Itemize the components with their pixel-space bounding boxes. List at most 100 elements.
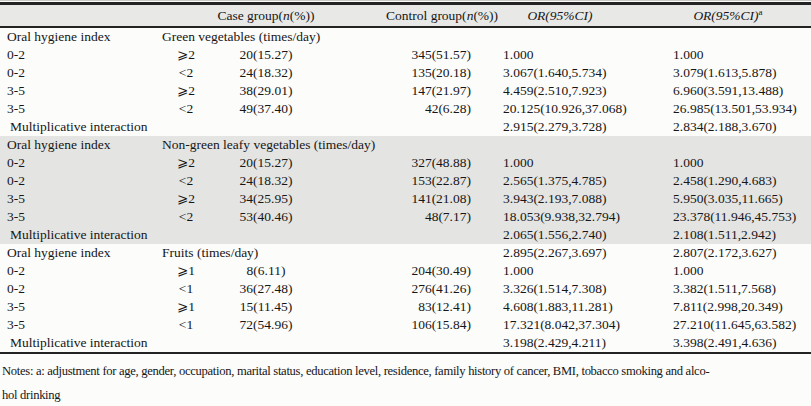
row-label-cell: 3-5 [0, 190, 162, 208]
or-adjusted-cell: 2.807(2.172,3.627) [645, 244, 811, 262]
exposure-level-cell: <2 [162, 172, 210, 190]
or-crude-cell [475, 27, 645, 46]
case-count-cell: 20(15.27) [210, 46, 322, 64]
data-row: 3-5<249(37.40)42(6.28)20.125(10.926,37.0… [0, 100, 811, 118]
data-row: 0-2⩾18(6.11)204(30.49)1.0001.000 [0, 262, 811, 280]
exposure-level-cell: ⩾2 [162, 46, 210, 64]
or-adjusted-cell: 3.079(1.613,5.878) [645, 64, 811, 82]
section-exposure-label: Non-green leafy vegetables (times/day) [162, 136, 475, 154]
or-adjusted-cell: 2.108(1.511,2.942) [645, 226, 811, 244]
control-count-cell: 135(20.18) [322, 64, 475, 82]
control-count-cell: 345(51.57) [322, 46, 475, 64]
data-row: 3-5⩾238(29.01)147(21.97)4.459(2.510,7.92… [0, 82, 811, 100]
case-count-cell: 15(11.45) [210, 298, 322, 316]
data-row: 0-2⩾220(15.27)327(48.88)1.0001.000 [0, 154, 811, 172]
header-row: Case group(n(%))Control group(n(%))OR(95… [0, 4, 811, 28]
or-crude-cell: 4.459(2.510,7.923) [475, 82, 645, 100]
or-crude-cell: 1.000 [475, 46, 645, 64]
or-adjusted-cell: 27.210(11.645,63.582) [645, 316, 811, 334]
section-header-row: Oral hygiene indexNon-green leafy vegeta… [0, 136, 811, 154]
or-adjusted-cell: 1.000 [645, 46, 811, 64]
row-label-cell: 3-5 [0, 298, 162, 316]
case-count-cell: 53(40.46) [210, 208, 322, 226]
row-label-cell: 3-5 [0, 316, 162, 334]
control-count-cell: 153(22.87) [322, 172, 475, 190]
interaction-row: Multiplicative interaction3.198(2.429,4.… [0, 334, 811, 353]
case-count-cell: 24(18.32) [210, 172, 322, 190]
or-crude-cell: 2.565(1.375,4.785) [475, 172, 645, 190]
section-header-row: Oral hygiene indexFruits (times/day)2.89… [0, 244, 811, 262]
section-group-label: Oral hygiene index [0, 244, 162, 262]
control-count-cell: 276(41.26) [322, 280, 475, 298]
or-adjusted-cell: 3.398(2.491,4.636) [645, 334, 811, 353]
control-count-cell: 204(30.49) [322, 262, 475, 280]
or-crude-cell: 3.067(1.640,5.734) [475, 64, 645, 82]
exposure-level-cell: <2 [162, 64, 210, 82]
control-count-cell: 106(15.84) [322, 316, 475, 334]
case-count-cell: 49(37.40) [210, 100, 322, 118]
or-crude-cell: 3.198(2.429,4.211) [475, 334, 645, 353]
row-label-cell: 3-5 [0, 82, 162, 100]
table-header: Case group(n(%))Control group(n(%))OR(95… [0, 4, 811, 28]
row-label-cell: 0-2 [0, 46, 162, 64]
or-crude-cell: 3.326(1.514,7.308) [475, 280, 645, 298]
or-adjusted-cell: 6.960(3.591,13.488) [645, 82, 811, 100]
or-adjusted-cell [645, 27, 811, 46]
case-count-cell: 8(6.11) [210, 262, 322, 280]
header-blank-exposure [162, 4, 210, 28]
or-adjusted-cell: 1.000 [645, 154, 811, 172]
section-header-row: Oral hygiene indexGreen vegetables (time… [0, 27, 811, 46]
or-crude-cell: 2.915(2.279,3.728) [475, 118, 645, 136]
exposure-level-cell: <1 [162, 316, 210, 334]
data-row: 0-2<136(27.48)276(41.26)3.326(1.514,7.30… [0, 280, 811, 298]
row-label-cell: 0-2 [0, 172, 162, 190]
notes-line-2: hol drinking [2, 383, 811, 406]
exposure-level-cell: ⩾1 [162, 262, 210, 280]
header-or-crude: OR(95%CI) [475, 4, 645, 28]
exposure-level-cell: ⩾2 [162, 82, 210, 100]
or-crude-cell: 20.125(10.926,37.068) [475, 100, 645, 118]
or-adjusted-cell: 2.834(2.188,3.670) [645, 118, 811, 136]
row-label-cell: 3-5 [0, 208, 162, 226]
data-row: 3-5⩾234(25.95)141(21.08)3.943(2.193,7.08… [0, 190, 811, 208]
data-row: 0-2⩾220(15.27)345(51.57)1.0001.000 [0, 46, 811, 64]
or-crude-cell: 2.895(2.267,3.697) [475, 244, 645, 262]
data-row: 0-2<224(18.32)135(20.18)3.067(1.640,5.73… [0, 64, 811, 82]
table-body: Oral hygiene indexGreen vegetables (time… [0, 27, 811, 353]
or-crude-cell: 2.065(1.556,2.740) [475, 226, 645, 244]
row-label-cell: 0-2 [0, 154, 162, 172]
or-crude-cell: 1.000 [475, 154, 645, 172]
row-label-cell: 0-2 [0, 280, 162, 298]
data-row: 3-5⩾115(11.45)83(12.41)4.608(1.883,11.28… [0, 298, 811, 316]
case-count-cell: 34(25.95) [210, 190, 322, 208]
row-label-cell: 0-2 [0, 64, 162, 82]
header-or-adjusted: OR(95%CI)a [645, 4, 811, 28]
exposure-level-cell: <1 [162, 280, 210, 298]
exposure-level-cell: ⩾1 [162, 298, 210, 316]
case-count-cell: 72(54.96) [210, 316, 322, 334]
control-count-cell: 327(48.88) [322, 154, 475, 172]
table-notes: Notes: a: adjustment for age, gender, oc… [0, 359, 811, 406]
or-crude-cell: 3.943(2.193,7.088) [475, 190, 645, 208]
header-control-group: Control group(n(%)) [322, 4, 475, 28]
interaction-label: Multiplicative interaction [0, 334, 475, 353]
or-adjusted-cell: 3.382(1.511,7.568) [645, 280, 811, 298]
or-crude-cell: 18.053(9.938,32.794) [475, 208, 645, 226]
header-blank-row-label [0, 4, 162, 28]
data-row: 0-2<224(18.32)153(22.87)2.565(1.375,4.78… [0, 172, 811, 190]
case-count-cell: 38(29.01) [210, 82, 322, 100]
or-crude-cell: 17.321(8.042,37.304) [475, 316, 645, 334]
or-crude-cell: 4.608(1.883,11.281) [475, 298, 645, 316]
exposure-level-cell: ⩾2 [162, 154, 210, 172]
or-adjusted-cell: 1.000 [645, 262, 811, 280]
data-row: 3-5<172(54.96)106(15.84)17.321(8.042,37.… [0, 316, 811, 334]
control-count-cell: 48(7.17) [322, 208, 475, 226]
control-count-cell: 83(12.41) [322, 298, 475, 316]
interaction-label: Multiplicative interaction [0, 226, 475, 244]
or-adjusted-cell: 26.985(13.501,53.934) [645, 100, 811, 118]
section-exposure-label: Fruits (times/day) [162, 244, 475, 262]
exposure-level-cell: <2 [162, 208, 210, 226]
or-adjusted-cell: 7.811(2.998,20.349) [645, 298, 811, 316]
section-group-label: Oral hygiene index [0, 27, 162, 46]
or-adjusted-cell [645, 136, 811, 154]
